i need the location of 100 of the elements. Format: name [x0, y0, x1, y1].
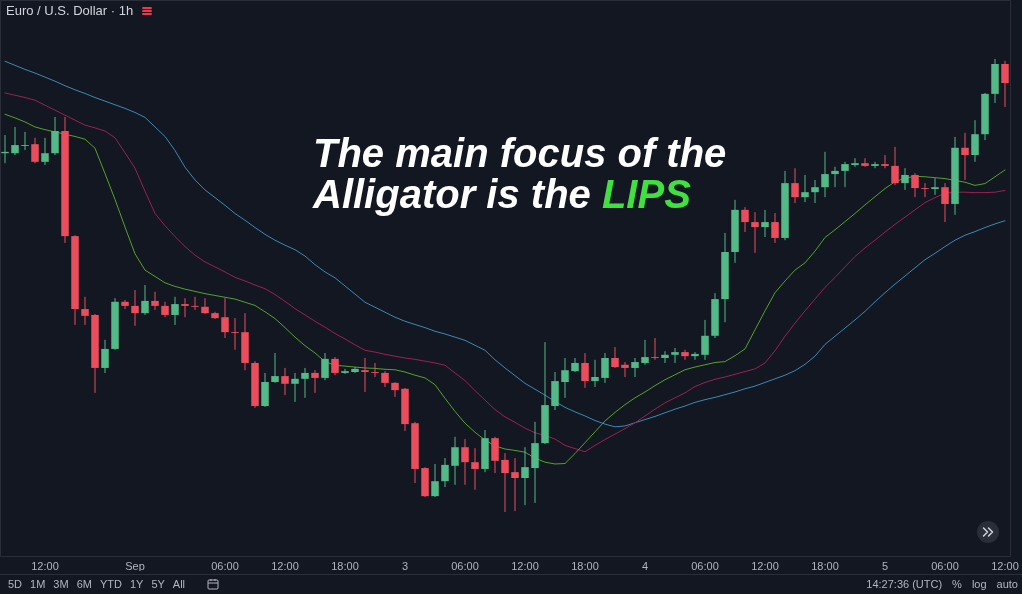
candlestick: [281, 367, 289, 396]
candlestick: [681, 349, 689, 361]
candlestick: [761, 209, 769, 238]
candlestick: [791, 167, 799, 204]
candlestick: [601, 352, 609, 384]
candlestick: [51, 116, 59, 156]
candlestick: [131, 289, 139, 327]
candlestick: [561, 357, 569, 399]
candlestick: [611, 346, 619, 369]
x-tick-label: 12:00: [511, 559, 539, 572]
text: auto: [996, 578, 1018, 590]
candlestick: [471, 447, 479, 491]
candlestick: [311, 369, 319, 394]
candlestick: [11, 126, 19, 156]
candlestick: [231, 317, 239, 351]
x-tick-label: 06:00: [691, 559, 719, 572]
candlestick: [431, 463, 439, 498]
candlestick: [741, 206, 749, 233]
candlestick: [81, 296, 89, 326]
candlestick: [581, 352, 589, 389]
candlestick: [181, 297, 189, 318]
candlestick: [351, 366, 359, 374]
x-tick-label: 18:00: [331, 559, 359, 572]
candlestick: [921, 182, 929, 198]
x-tick-label: Sep: [125, 559, 145, 572]
candlestick: [521, 446, 529, 506]
candlestick: [21, 131, 29, 151]
candlestick: [321, 352, 329, 381]
x-tick-label: 12:00: [991, 559, 1019, 572]
text: 14:27:36 (UTC): [866, 578, 943, 590]
candlestick: [701, 319, 709, 361]
candlestick: [591, 359, 599, 388]
x-tick-label: 4: [641, 559, 649, 572]
candlestick: [461, 438, 469, 486]
text: 5D: [8, 578, 23, 590]
chart-title: Euro / U.S. Dollar · 1h: [6, 3, 134, 19]
candlestick: [931, 177, 939, 196]
candlestick: [911, 172, 919, 198]
x-tick-label: 18:00: [811, 559, 839, 572]
x-tick-label: 06:00: [451, 559, 479, 572]
candlestick: [31, 137, 39, 164]
x-tick-label: 12:00: [751, 559, 779, 572]
candlestick: [641, 339, 649, 366]
candlestick: [671, 347, 679, 364]
candlestick: [101, 339, 109, 374]
candlestick: [771, 212, 779, 244]
x-tick-label: 12:00: [271, 559, 299, 572]
candlestick: [441, 457, 449, 488]
candlestick: [341, 368, 349, 375]
text: 5Y: [151, 578, 165, 590]
candlestick: [971, 119, 979, 163]
text: 1Y: [129, 578, 144, 590]
x-tick-label: 12:00: [31, 559, 59, 572]
candlestick: [391, 381, 399, 398]
candlestick: [891, 146, 899, 186]
text: All: [172, 578, 186, 590]
text: 3M: [53, 578, 69, 590]
candlestick: [371, 362, 379, 378]
x-tick-label: 18:00: [571, 559, 599, 572]
candlestick: [291, 372, 299, 403]
candlestick: [41, 137, 49, 166]
candlestick: [661, 350, 669, 364]
candlestick: [871, 161, 879, 169]
candlestick: [941, 182, 949, 223]
candlestick: [121, 299, 129, 310]
candlestick: [751, 211, 759, 254]
candlestick: [151, 291, 159, 311]
candlestick: [801, 174, 809, 203]
candlestick: [631, 357, 639, 378]
candlestick: [811, 179, 819, 204]
candlestick: [201, 297, 209, 315]
candlestick: [501, 452, 509, 513]
x-tick-label: 5: [881, 559, 889, 572]
candlestick: [191, 296, 199, 311]
candlestick: [271, 352, 279, 384]
candlestick: [331, 356, 339, 376]
candlestick: [221, 297, 229, 339]
annotation: The main focus of the Alligator is the LIPS: [313, 131, 728, 216]
x-tick-label: 06:00: [931, 559, 959, 572]
text: YTD: [99, 578, 122, 590]
candlestick: [301, 367, 309, 399]
candlestick: [491, 436, 499, 474]
candlestick: [841, 161, 849, 188]
candlestick: [691, 351, 699, 361]
candlestick: [451, 436, 459, 486]
candlestick: [831, 166, 839, 188]
candlestick: [171, 296, 179, 326]
text: 1M: [30, 578, 46, 590]
text: 6M: [76, 578, 92, 590]
candlestick: [361, 357, 369, 393]
candlestick: [851, 157, 859, 168]
candlestick: [821, 151, 829, 198]
x-tick-label: 06:00: [211, 559, 239, 572]
candlestick: [961, 132, 969, 181]
candlestick: [901, 167, 909, 191]
candlestick: [621, 361, 629, 378]
candlestick: [651, 337, 659, 361]
x-tick-label: 3: [401, 559, 409, 572]
candlestick: [141, 284, 149, 316]
candlestick: [1001, 60, 1009, 108]
